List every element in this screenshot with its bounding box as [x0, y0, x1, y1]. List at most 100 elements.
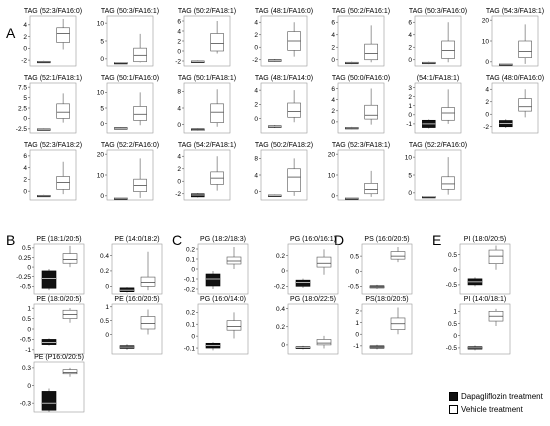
y-tick-label: 1	[355, 320, 359, 327]
y-tick-label: 4	[331, 32, 335, 39]
chart-title: (54:1/FA18:1)	[417, 75, 459, 82]
chart-title: PG (16:0/14:0)	[200, 296, 246, 303]
y-tick-label: 10	[482, 38, 490, 45]
y-tick-label: 0	[105, 332, 109, 339]
y-tick-label: 10	[405, 154, 413, 161]
chart-title: TAG (50:3/FA16:1)	[101, 8, 159, 15]
y-tick-label: 2	[23, 34, 27, 41]
y-tick-label: 0	[191, 333, 195, 340]
y-tick-label: 0.1	[186, 256, 195, 263]
y-tick-label: 0	[105, 284, 109, 291]
y-tick-label: 0.25	[18, 255, 31, 262]
y-tick-label: 0.5	[448, 252, 457, 259]
box-dapagliflozin	[41, 391, 57, 411]
box-vehicle	[62, 253, 78, 264]
y-tick-label: 4	[331, 97, 335, 104]
y-tick-label: 0	[100, 56, 104, 63]
y-tick-label: -0.1	[184, 345, 196, 352]
y-tick-label: -2	[175, 58, 181, 65]
y-tick-label: 0.5	[448, 321, 457, 328]
box-vehicle	[390, 251, 406, 260]
y-tick-label: 10	[97, 172, 105, 179]
chart-title: PE (18:0/20:5)	[36, 296, 81, 303]
y-tick-label: -2	[483, 124, 489, 131]
chart-title: TAG (48:0/FA16:0)	[486, 75, 544, 82]
y-tick-label: 2	[177, 166, 181, 173]
box-vehicle	[364, 104, 378, 120]
plot-frame	[337, 82, 385, 134]
box-vehicle	[364, 43, 378, 61]
plot-frame	[361, 303, 413, 355]
legend-swatch-dapa	[449, 392, 458, 401]
legend-label-dapa: Dapagliflozin treatment	[461, 392, 543, 401]
plot-frame	[414, 82, 462, 134]
box-dapagliflozin	[119, 287, 135, 292]
y-tick-label: 4	[254, 20, 258, 27]
y-tick-label: 0.5	[22, 316, 31, 323]
chart-title: TAG (50:0/FA16:0)	[332, 75, 390, 82]
y-tick-label: 0	[408, 57, 412, 64]
y-tick-label: 0	[27, 264, 31, 271]
chart-title: PE (P16:0/20:5)	[34, 354, 84, 361]
y-tick-label: 0	[254, 189, 258, 196]
y-tick-label: -0.5	[348, 284, 360, 291]
plot-frame	[106, 149, 154, 201]
y-tick-label: -0.2	[184, 286, 196, 293]
legend-item-vehicle: Vehicle treatment	[449, 403, 543, 416]
y-tick-label: 4	[485, 87, 489, 94]
plot-frame	[111, 243, 163, 295]
y-tick-label: -0.5	[20, 284, 32, 291]
y-tick-label: 10	[97, 20, 105, 27]
y-tick-label: 20	[328, 151, 336, 158]
plot-frame	[197, 243, 249, 295]
y-tick-label: -1	[25, 347, 31, 354]
y-tick-label: 0	[254, 116, 258, 123]
y-tick-label: 4	[254, 87, 258, 94]
plot-frame	[29, 149, 77, 201]
box-vehicle	[133, 106, 147, 121]
chart-title: TAG (54:2/FA18:1)	[178, 142, 236, 149]
box-vehicle	[56, 27, 70, 43]
plot-frame	[260, 15, 308, 67]
box-vehicle	[210, 103, 224, 123]
chart-title: TAG (54:3/FA18:1)	[486, 8, 544, 15]
box-vehicle	[316, 339, 332, 346]
y-tick-label: -1	[353, 343, 359, 350]
plot-frame	[111, 303, 163, 355]
y-tick-label: 0.5	[100, 318, 109, 325]
y-tick-label: 10	[328, 172, 336, 179]
chart-title: TAG (50:1/FA18:1)	[178, 75, 236, 82]
plot-frame	[459, 243, 511, 295]
panel-letter-b: B	[6, 232, 15, 248]
chart-title: PE (16:0/20:5)	[114, 296, 159, 303]
y-tick-label: 0	[453, 267, 457, 274]
panel-letter-a: A	[6, 25, 16, 41]
y-tick-label: 0	[191, 266, 195, 273]
y-tick-label: 2	[408, 45, 412, 52]
box-vehicle	[56, 103, 70, 119]
plot-frame	[29, 15, 77, 67]
chart-title: TAG (50:2/FA18:1)	[178, 8, 236, 15]
chart-title: PS (16:0/20:5)	[364, 236, 409, 243]
y-tick-label: 5	[100, 105, 104, 112]
chart-title: TAG (50:2/FA18:2)	[255, 142, 313, 149]
legend-item-dapa: Dapagliflozin treatment	[449, 390, 543, 403]
y-tick-label: 6	[177, 18, 181, 25]
box-dapagliflozin	[191, 128, 205, 131]
chart-title: PE (18:1/20:5)	[36, 236, 81, 243]
chart-title: PG (18:0/22:5)	[290, 296, 336, 303]
y-tick-label: 1	[453, 309, 457, 316]
chart-title: PE (14:0/18:2)	[114, 236, 159, 243]
y-tick-label: 0	[254, 45, 258, 52]
y-tick-label: 0	[331, 193, 335, 200]
y-tick-label: 0	[281, 268, 285, 275]
y-tick-label: 0	[23, 116, 27, 123]
box-vehicle	[226, 320, 242, 331]
plot-frame	[414, 149, 462, 201]
box-vehicle	[364, 183, 378, 195]
y-tick-label: -2	[252, 57, 258, 64]
chart-title: TAG (52:3/FA18:1)	[332, 142, 390, 149]
box-dapagliflozin	[114, 62, 128, 65]
y-tick-label: 0	[331, 119, 335, 126]
y-tick-label: 0	[485, 59, 489, 66]
